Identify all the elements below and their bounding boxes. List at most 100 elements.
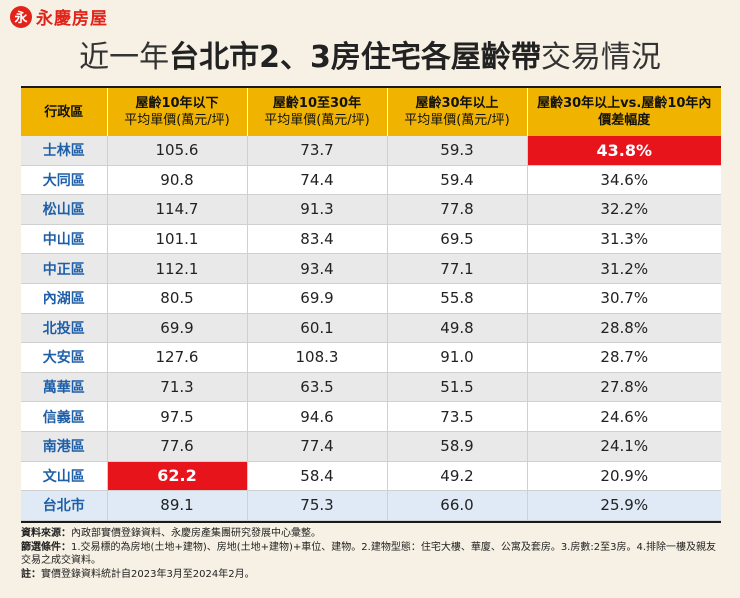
cell-under10: 69.9 [107, 313, 248, 344]
cell-over30: 58.9 [387, 431, 528, 462]
price-table-wrapper: 行政區 屋齡10年以下 平均單價(萬元/坪) 屋齡10至30年 平均單價(萬元/坪) 屋齡… [21, 86, 721, 523]
table-row: 大安區 127.6 108.3 91.0 28.7% [21, 342, 721, 373]
cell-under10: 114.7 [107, 194, 248, 225]
table-row: 中山區 101.1 83.4 69.5 31.3% [21, 224, 721, 255]
cell-under10: 97.5 [107, 401, 248, 432]
cell-district: 文山區 [21, 461, 108, 492]
note-period-text: 實價登錄資料統計自2023年3月至2024年2月。 [41, 568, 255, 580]
column-header-subtitle: 平均單價(萬元/坪) [264, 113, 370, 128]
cell-gap: 24.6% [527, 401, 721, 432]
column-header-subtitle: 平均單價(萬元/坪) [404, 113, 510, 128]
cell-under10: 71.3 [107, 372, 248, 403]
cell-over30: 51.5 [387, 372, 528, 403]
cell-district: 萬華區 [21, 372, 108, 403]
table-row: 大同區 90.8 74.4 59.4 34.6% [21, 165, 721, 196]
cell-over30: 49.8 [387, 313, 528, 344]
column-header-title: 屋齡10至30年 [272, 96, 362, 111]
cell-district: 中山區 [21, 224, 108, 255]
column-header-title: 屋齡30年以上vs.屋齡10年內 [537, 96, 712, 111]
cell-gap: 34.6% [527, 165, 721, 196]
note-period: 註：實價登錄資料統計自2023年3月至2024年2月。 [21, 568, 721, 582]
cell-district: 中正區 [21, 253, 108, 284]
cell-gap: 20.9% [527, 461, 721, 492]
brand-logo-icon: 永 [10, 5, 32, 28]
cell-gap: 31.3% [527, 224, 721, 255]
price-table: 行政區 屋齡10年以下 平均單價(萬元/坪) 屋齡10至30年 平均單價(萬元/坪) 屋齡… [21, 88, 721, 521]
table-row: 台北市 89.1 75.3 66.0 25.9% [21, 490, 721, 521]
note-source-label: 資料來源： [21, 528, 71, 539]
table-row: 文山區 62.2 58.4 49.2 20.9% [21, 461, 721, 492]
note-filter: 篩選條件：1.交易標的為房地(土地+建物)、房地(土地+建物)+車位、建物。2.… [21, 541, 721, 568]
note-filter-label: 篩選條件： [21, 541, 71, 553]
cell-district: 北投區 [21, 313, 108, 344]
cell-y10to30: 73.7 [247, 136, 388, 166]
table-row: 北投區 69.9 60.1 49.8 28.8% [21, 313, 721, 344]
note-filter-text: 1.交易標的為房地(土地+建物)、房地(土地+建物)+車位、建物。2.建物型態：… [21, 541, 716, 567]
column-header-title: 行政區 [44, 104, 84, 120]
cell-over30: 55.8 [387, 283, 528, 314]
cell-district: 大安區 [21, 342, 108, 373]
cell-y10to30: 94.6 [247, 401, 388, 432]
cell-over30: 59.4 [387, 165, 528, 196]
brand-logo: 永 永慶房屋 [10, 4, 108, 29]
column-header-3: 屋齡30年以上 平均單價(萬元/坪) [387, 88, 528, 136]
cell-under10: 89.1 [107, 490, 248, 521]
table-row: 南港區 77.6 77.4 58.9 24.1% [21, 431, 721, 462]
column-header-4: 屋齡30年以上vs.屋齡10年內 價差幅度 [527, 88, 721, 136]
note-period-label: 註： [21, 568, 41, 580]
table-row: 士林區 105.6 73.7 59.3 43.8% [21, 136, 721, 166]
table-row: 內湖區 80.5 69.9 55.8 30.7% [21, 283, 721, 314]
cell-y10to30: 93.4 [247, 253, 388, 284]
brand-name: 永慶房屋 [36, 9, 108, 29]
cell-under10: 77.6 [107, 431, 248, 462]
cell-gap: 27.8% [527, 372, 721, 403]
cell-gap: 25.9% [527, 490, 721, 521]
cell-district: 士林區 [21, 136, 108, 166]
cell-y10to30: 63.5 [247, 372, 388, 403]
cell-district: 南港區 [21, 431, 108, 462]
cell-under10: 105.6 [107, 136, 248, 166]
cell-gap: 28.8% [527, 313, 721, 344]
cell-over30: 91.0 [387, 342, 528, 373]
cell-over30: 59.3 [387, 136, 528, 166]
column-header-subtitle: 平均單價(萬元/坪) [124, 113, 230, 128]
table-row: 松山區 114.7 91.3 77.8 32.2% [21, 194, 721, 225]
cell-over30: 49.2 [387, 461, 528, 492]
cell-over30: 77.1 [387, 253, 528, 284]
page-title: 近一年台北市2、3房住宅各屋齡帶交易情況 [0, 32, 740, 76]
cell-y10to30: 74.4 [247, 165, 388, 196]
cell-under10: 127.6 [107, 342, 248, 373]
cell-district: 信義區 [21, 401, 108, 432]
title-suffix: 交易情況 [540, 40, 661, 75]
title-prefix: 近一年 [79, 40, 170, 75]
cell-y10to30: 77.4 [247, 431, 388, 462]
column-header-2: 屋齡10至30年 平均單價(萬元/坪) [247, 88, 388, 136]
note-source-text: 內政部實價登錄資料、永慶房產集團研究發展中心彙整。 [71, 528, 321, 539]
cell-gap: 43.8% [527, 136, 721, 166]
cell-gap: 28.7% [527, 342, 721, 373]
cell-gap: 31.2% [527, 253, 721, 284]
cell-y10to30: 60.1 [247, 313, 388, 344]
table-row: 信義區 97.5 94.6 73.5 24.6% [21, 401, 721, 432]
column-header-subtitle: 價差幅度 [598, 113, 651, 128]
cell-under10: 112.1 [107, 253, 248, 284]
table-body: 士林區 105.6 73.7 59.3 43.8% 大同區 90.8 74.4 59.4 34.6… [21, 136, 721, 521]
note-source: 資料來源：內政部實價登錄資料、永慶房產集團研究發展中心彙整。 [21, 527, 721, 541]
cell-gap: 32.2% [527, 194, 721, 225]
cell-over30: 73.5 [387, 401, 528, 432]
cell-district: 松山區 [21, 194, 108, 225]
cell-y10to30: 83.4 [247, 224, 388, 255]
cell-y10to30: 108.3 [247, 342, 388, 373]
column-header-title: 屋齡10年以下 [135, 96, 219, 111]
table-row: 中正區 112.1 93.4 77.1 31.2% [21, 253, 721, 284]
cell-district: 內湖區 [21, 283, 108, 314]
column-header-0: 行政區 [21, 88, 108, 136]
table-header-row: 行政區 屋齡10年以下 平均單價(萬元/坪) 屋齡10至30年 平均單價(萬元/坪) 屋齡… [21, 88, 721, 136]
cell-y10to30: 58.4 [247, 461, 388, 492]
table-row: 萬華區 71.3 63.5 51.5 27.8% [21, 372, 721, 403]
cell-district: 台北市 [21, 490, 108, 521]
cell-district: 大同區 [21, 165, 108, 196]
cell-over30: 77.8 [387, 194, 528, 225]
cell-over30: 66.0 [387, 490, 528, 521]
